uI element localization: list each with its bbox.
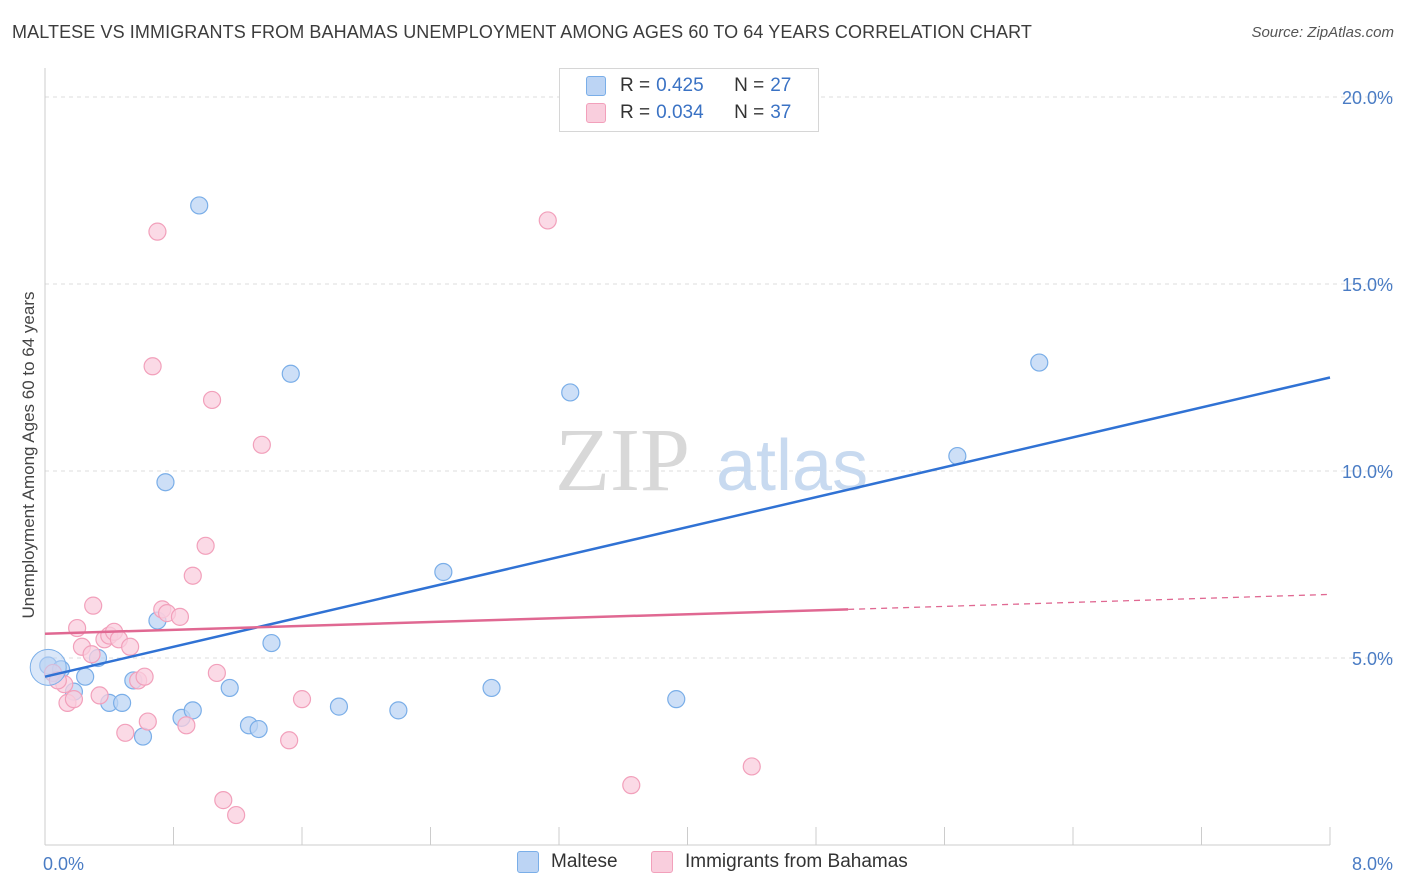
legend-r-value: 0.425 — [656, 75, 704, 96]
watermark-zip: ZIP — [555, 411, 690, 510]
source-credit: Source: ZipAtlas.com — [1251, 24, 1394, 41]
bahamas-point — [148, 222, 167, 241]
maltese-point — [262, 633, 281, 653]
bahamas-swatch — [586, 103, 606, 123]
bahamas-point — [90, 686, 109, 705]
maltese-point — [76, 667, 95, 686]
bahamas-point — [82, 645, 101, 664]
bahamas-point — [135, 667, 154, 686]
bahamas-point — [183, 566, 202, 585]
bahamas-point — [252, 435, 271, 454]
axes — [44, 68, 1331, 846]
legend-r-value: 0.034 — [656, 102, 704, 123]
legend-item-label: Maltese — [551, 851, 618, 872]
legend-r-label: R = — [620, 102, 651, 123]
y-tick-label: 15.0% — [1342, 275, 1393, 295]
legend-row-maltese: R = 0.425 N = 27 — [586, 73, 791, 99]
maltese-swatch — [517, 851, 539, 873]
y-axis-label: Unemployment Among Ages 60 to 64 years — [19, 292, 38, 619]
maltese-point — [183, 701, 202, 720]
legend-n-value: 37 — [770, 102, 792, 123]
bahamas-point — [622, 776, 641, 795]
maltese-point — [112, 693, 132, 712]
scatter-points — [29, 196, 1049, 825]
tick-labels: 5.0% 10.0% 15.0% 20.0% 0.0% 8.0% — [43, 88, 1393, 874]
gridlines — [45, 96, 1395, 659]
maltese-point — [482, 678, 501, 698]
maltese-point — [389, 701, 408, 720]
maltese-point — [434, 562, 453, 582]
maltese-point — [249, 719, 268, 739]
maltese-point — [281, 364, 300, 383]
maltese-point — [190, 196, 209, 215]
legend-item-label: Immigrants from Bahamas — [685, 851, 908, 872]
watermark-atlas: atlas — [716, 426, 868, 506]
legend-r-label: R = — [620, 75, 651, 96]
legend-n-label: N = — [734, 102, 765, 123]
maltese-point — [667, 690, 686, 709]
bahamas-point — [280, 731, 299, 750]
legend-item-maltese[interactable]: Maltese — [517, 851, 618, 873]
bahamas-point — [538, 211, 557, 230]
y-tick-label: 20.0% — [1342, 88, 1393, 108]
bahamas-trend-line — [44, 608, 849, 635]
bahamas-swatch — [651, 851, 673, 873]
bahamas-trend-extension — [848, 593, 1331, 611]
x-tick-label: 8.0% — [1352, 854, 1393, 874]
bahamas-point — [64, 690, 84, 709]
bahamas-point — [207, 663, 226, 683]
bahamas-point — [227, 805, 246, 825]
y-tick-label: 5.0% — [1352, 649, 1393, 669]
bahamas-point — [84, 596, 103, 615]
bahamas-point — [138, 712, 157, 731]
legend-n-label: N = — [734, 75, 765, 96]
maltese-cluster-point — [29, 648, 67, 686]
bahamas-point — [742, 757, 761, 776]
bahamas-point — [202, 390, 222, 410]
bahamas-point — [177, 716, 196, 735]
legend-row-bahamas: R = 0.034 N = 37 — [586, 100, 791, 126]
x-tick-label: 0.0% — [43, 854, 84, 874]
bahamas-point — [196, 536, 215, 555]
maltese-point — [561, 383, 580, 402]
bahamas-point — [143, 357, 162, 376]
bahamas-point — [116, 723, 135, 742]
maltese-point — [1030, 353, 1049, 372]
trend-lines — [44, 376, 1331, 678]
maltese-point — [220, 678, 239, 698]
series-legend: Maltese Immigrants from Bahamas — [0, 851, 1406, 877]
legend-n-value: 27 — [770, 75, 792, 96]
chart-title: MALTESE VS IMMIGRANTS FROM BAHAMAS UNEMP… — [12, 22, 1032, 42]
bahamas-point — [121, 637, 140, 656]
maltese-point — [156, 473, 175, 492]
maltese-point — [329, 697, 349, 716]
legend-item-bahamas[interactable]: Immigrants from Bahamas — [651, 851, 908, 873]
maltese-swatch — [586, 76, 606, 96]
bahamas-point — [170, 607, 190, 626]
correlation-legend: R = 0.425 N = 27 R = 0.034 N = 37 — [559, 68, 819, 132]
y-tick-label: 10.0% — [1342, 462, 1393, 482]
bahamas-point — [292, 690, 312, 709]
bahamas-point — [214, 791, 233, 810]
